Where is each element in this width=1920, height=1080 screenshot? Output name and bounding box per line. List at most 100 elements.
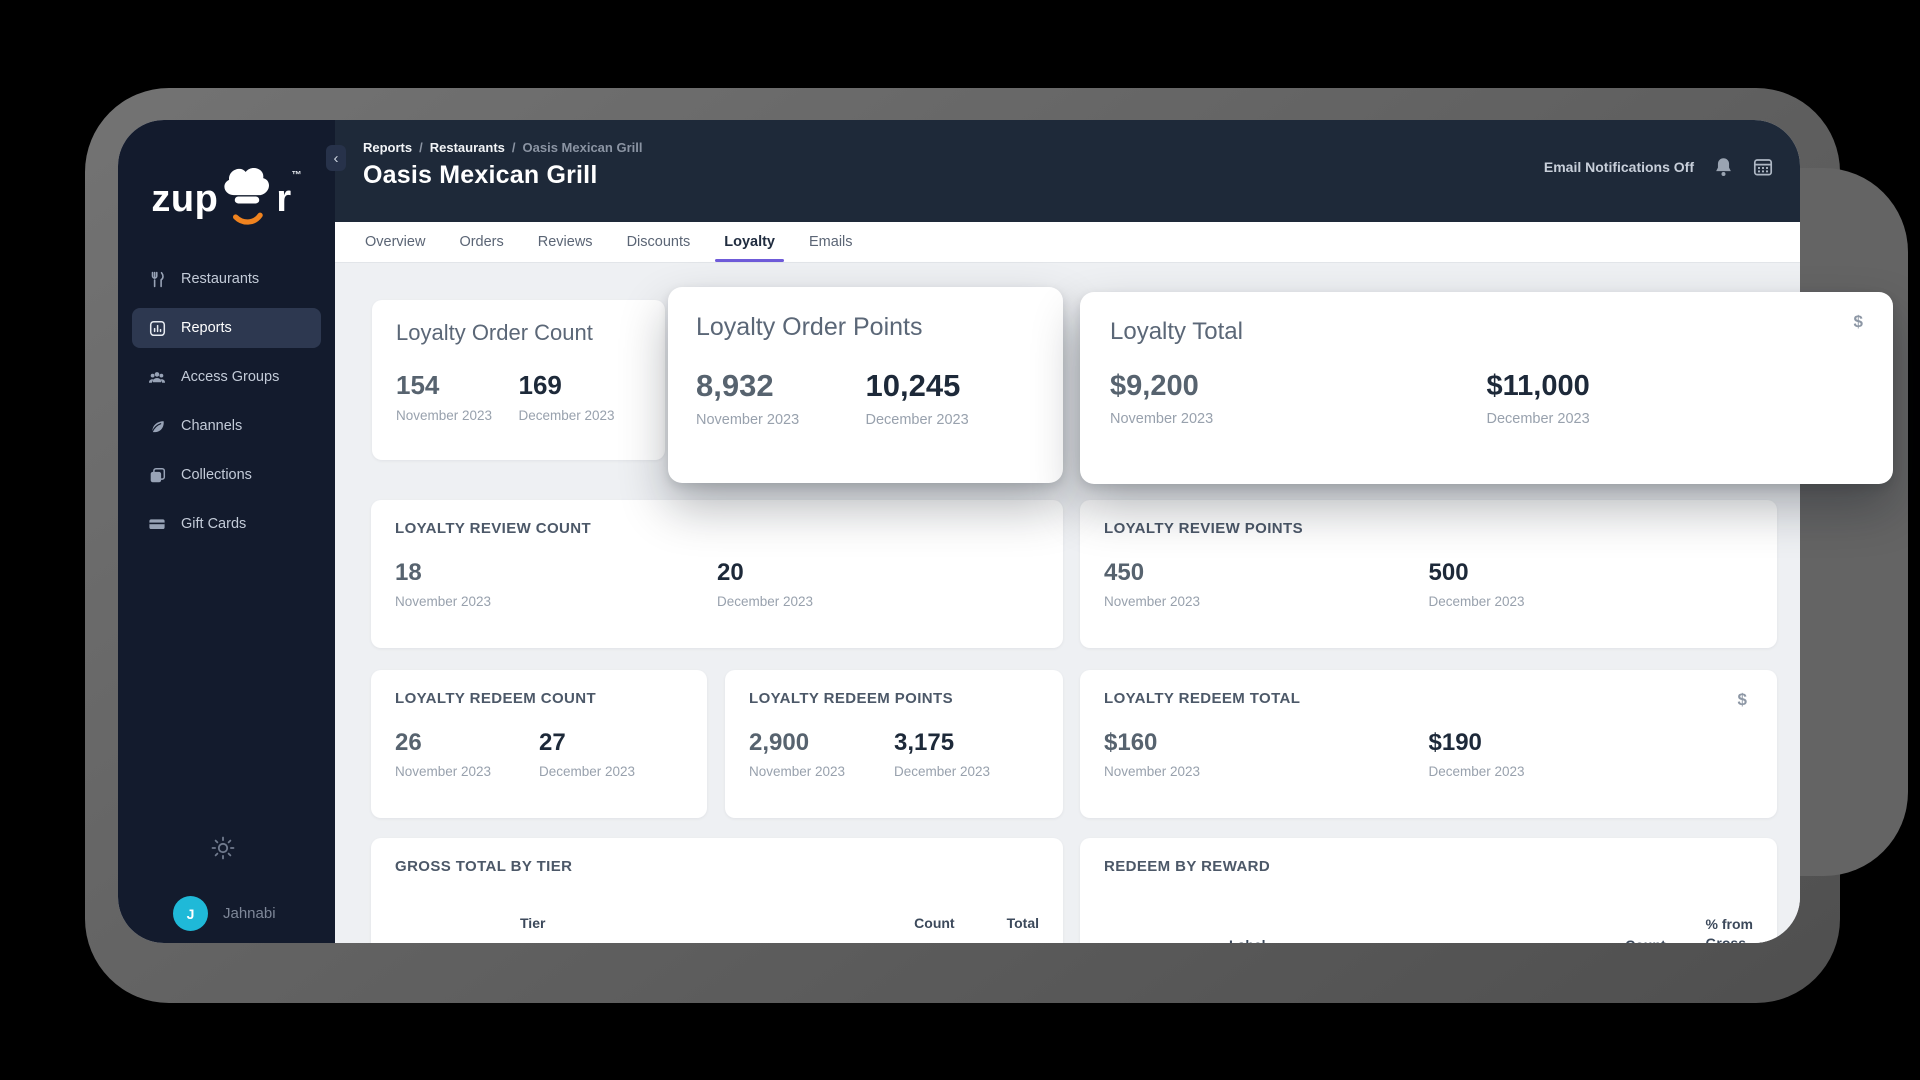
- stat-label-december: December 2023: [1486, 411, 1590, 427]
- stat-label-november: November 2023: [696, 412, 800, 428]
- sidebar-item-gift-cards[interactable]: Gift Cards: [132, 504, 321, 544]
- email-notifications-status: Email Notifications Off: [1543, 159, 1694, 175]
- card-loyalty-review-points: LOYALTY REVIEW POINTS 450 November 2023 …: [1080, 500, 1777, 648]
- logo-text-suffix: r: [276, 178, 292, 220]
- card-loyalty-order-count: Loyalty Order Count 154 November 2023 16…: [372, 300, 665, 460]
- sidebar-item-restaurants[interactable]: Restaurants: [132, 259, 321, 299]
- card-loyalty-order-points: Loyalty Order Points 8,932 November 2023…: [668, 287, 1063, 483]
- card-title: LOYALTY REVIEW COUNT: [395, 520, 592, 537]
- stat-label-november: November 2023: [396, 408, 493, 423]
- logo-text-prefix: zup: [151, 178, 219, 220]
- sidebar-collapse-button[interactable]: ‹: [326, 145, 346, 171]
- sidebar-item-label: Restaurants: [181, 271, 260, 287]
- tab-bar: Overview Orders Reviews Discounts Loyalt…: [335, 222, 1800, 263]
- dollar-icon: $: [1737, 690, 1747, 709]
- user-profile[interactable]: J Jahnabi: [173, 896, 276, 931]
- card-title: LOYALTY REDEEM TOTAL: [1104, 690, 1301, 707]
- header-actions: Email Notifications Off: [1544, 156, 1774, 178]
- column-header-count: Count: [914, 915, 955, 931]
- tab-discounts[interactable]: Discounts: [626, 234, 691, 250]
- stat-label-december: December 2023: [894, 764, 991, 779]
- logo: zup r ™: [118, 136, 335, 232]
- user-name: Jahnabi: [223, 905, 276, 922]
- stat-value-november: 2,900: [749, 729, 810, 756]
- card-loyalty-redeem-total: $ LOYALTY REDEEM TOTAL $160 November 202…: [1080, 670, 1777, 818]
- chef-hat-icon: [224, 167, 270, 225]
- breadcrumb-separator: /: [419, 140, 423, 155]
- breadcrumb-reports[interactable]: Reports: [363, 140, 413, 155]
- stat-label-november: November 2023: [749, 764, 846, 779]
- sidebar-item-label: Collections: [181, 467, 252, 483]
- restaurants-icon: [148, 270, 166, 288]
- stat-label-december: December 2023: [865, 412, 969, 428]
- stat-value-december: 500: [1428, 559, 1469, 586]
- tab-emails[interactable]: Emails: [809, 234, 853, 250]
- card-loyalty-redeem-count: LOYALTY REDEEM COUNT 26 November 2023 27…: [371, 670, 707, 818]
- stat-value-december: $190: [1428, 729, 1482, 756]
- stat-label-november: November 2023: [1104, 764, 1201, 779]
- sidebar-item-label: Channels: [181, 418, 243, 434]
- sidebar-item-reports[interactable]: Reports: [132, 308, 321, 348]
- breadcrumb-current: Oasis Mexican Grill: [522, 140, 643, 155]
- card-title: Loyalty Order Count: [396, 320, 593, 345]
- page-title: Oasis Mexican Grill: [363, 161, 598, 189]
- tab-orders[interactable]: Orders: [459, 234, 504, 250]
- stat-label-november: November 2023: [395, 764, 492, 779]
- sidebar-menu: Restaurants Reports: [132, 259, 321, 553]
- stat-value-november: $9,200: [1110, 370, 1199, 402]
- stat-value-december: 27: [539, 729, 566, 756]
- access-groups-icon: [148, 368, 166, 386]
- sidebar-item-label: Reports: [181, 320, 232, 336]
- stat-label-december: December 2023: [717, 594, 814, 609]
- card-title: Loyalty Total: [1110, 318, 1243, 345]
- stat-value-december: 3,175: [894, 729, 955, 756]
- tab-reviews[interactable]: Reviews: [537, 234, 593, 250]
- sidebar: zup r ™ Restaurants: [118, 120, 335, 943]
- avatar[interactable]: J: [173, 896, 208, 931]
- bell-icon[interactable]: [1712, 156, 1734, 178]
- stat-value-november: 26: [395, 729, 422, 756]
- calendar-icon[interactable]: [1752, 156, 1774, 178]
- sidebar-item-label: Gift Cards: [181, 516, 247, 532]
- stat-label-november: November 2023: [1104, 594, 1201, 609]
- column-header-tier: Tier: [520, 915, 546, 931]
- column-header-total: Total: [1006, 915, 1039, 931]
- tab-overview[interactable]: Overview: [365, 234, 426, 250]
- stat-value-december: 20: [717, 559, 744, 586]
- card-loyalty-total: $ Loyalty Total $9,200 November 2023 $11…: [1080, 292, 1893, 484]
- sidebar-item-channels[interactable]: Channels: [132, 406, 321, 446]
- collections-icon: [148, 466, 166, 484]
- page-header: ‹ Reports / Restaurants / Oasis Mexican …: [326, 120, 1800, 222]
- breadcrumb-restaurants[interactable]: Restaurants: [429, 140, 505, 155]
- app-screen: zup r ™ Restaurants: [118, 120, 1800, 943]
- table-title: REDEEM BY REWARD: [1104, 858, 1271, 875]
- column-header-label: Label: [1229, 937, 1266, 943]
- column-header-count: Count: [1625, 937, 1665, 943]
- logo-trademark: ™: [291, 170, 302, 181]
- stat-label-december: December 2023: [518, 408, 615, 423]
- theme-toggle-sun-icon[interactable]: [210, 835, 236, 861]
- stat-label-november: November 2023: [395, 594, 492, 609]
- breadcrumb-separator: /: [511, 140, 516, 155]
- sidebar-item-collections[interactable]: Collections: [132, 455, 321, 495]
- breadcrumb: Reports / Restaurants / Oasis Mexican Gr…: [363, 140, 642, 155]
- card-redeem-by-reward: REDEEM BY REWARD Label Count % from Gros…: [1080, 838, 1777, 943]
- frame-right-bulge: [1790, 168, 1908, 876]
- reports-icon: [148, 319, 166, 337]
- stat-value-november: 450: [1104, 559, 1145, 586]
- card-title: Loyalty Order Points: [696, 313, 923, 341]
- stat-value-december: 169: [518, 370, 562, 400]
- card-loyalty-review-count: LOYALTY REVIEW COUNT 18 November 2023 20…: [371, 500, 1063, 648]
- card-title: LOYALTY REDEEM COUNT: [395, 690, 597, 707]
- card-title: LOYALTY REVIEW POINTS: [1104, 520, 1303, 537]
- card-title: LOYALTY REDEEM POINTS: [749, 690, 953, 707]
- stat-value-november: 8,932: [696, 368, 774, 403]
- stat-label-december: December 2023: [1428, 594, 1525, 609]
- sidebar-item-label: Access Groups: [181, 369, 280, 385]
- dollar-icon: $: [1853, 312, 1863, 331]
- tab-loyalty[interactable]: Loyalty: [715, 222, 784, 262]
- sidebar-item-access-groups[interactable]: Access Groups: [132, 357, 321, 397]
- stat-value-december: 10,245: [865, 368, 961, 403]
- stat-label-december: December 2023: [539, 764, 636, 779]
- stat-value-november: 154: [396, 370, 440, 400]
